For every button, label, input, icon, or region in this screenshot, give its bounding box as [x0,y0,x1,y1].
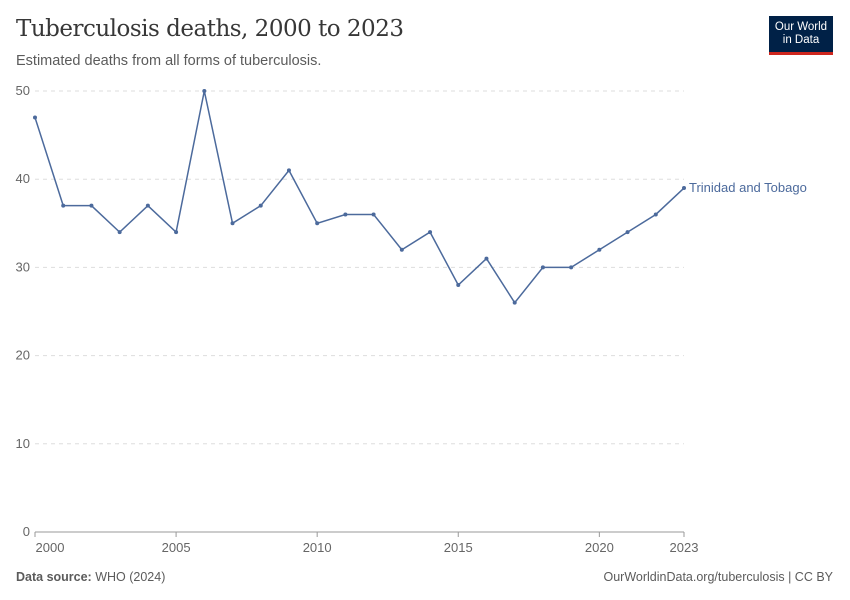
data-point [230,221,235,226]
data-point [653,212,658,217]
y-tick-label: 10 [16,436,30,451]
chart-subtitle: Estimated deaths from all forms of tuber… [16,53,322,69]
data-point [61,203,66,208]
series-label: Trinidad and Tobago [689,180,807,195]
x-tick-label: 2023 [670,540,699,555]
data-point [258,203,263,208]
data-point [484,256,489,261]
source-value: WHO (2024) [95,570,166,584]
data-point [456,283,461,288]
y-tick-label: 30 [16,259,30,274]
data-point [625,230,630,235]
logo-text: Our World in Data [774,21,828,46]
data-point [540,265,545,270]
data-point [174,230,179,235]
data-point [597,247,602,252]
data-point [89,203,94,208]
data-point [315,221,320,226]
data-point [33,115,37,120]
data-point [512,300,517,305]
data-point [399,247,404,252]
y-tick-label: 50 [16,83,30,98]
data-point [371,212,376,217]
y-tick-label: 0 [23,524,30,539]
x-tick-label: 2020 [585,540,614,555]
owid-logo[interactable]: Our World in Data [769,16,833,55]
footer-link[interactable]: OurWorldinData.org/tuberculosis | CC BY [603,570,834,584]
x-tick-label: 2005 [162,540,191,555]
y-tick-label: 20 [16,348,30,363]
chart-title: Tuberculosis deaths, 2000 to 2023 [16,16,404,42]
y-tick-label: 40 [16,171,30,186]
data-point [569,265,574,270]
x-tick-label: 2010 [303,540,332,555]
data-point [202,89,207,93]
data-point [286,168,291,173]
data-point [343,212,348,217]
series-line [34,90,685,304]
x-tick-label: 2000 [36,540,65,555]
data-point [145,203,150,208]
x-tick-label: 2015 [444,540,473,555]
data-point [682,186,686,191]
source-label: Data source: [16,570,92,584]
data-source: Data source: WHO (2024) [16,570,165,584]
data-point [428,230,433,235]
data-point [117,230,122,235]
